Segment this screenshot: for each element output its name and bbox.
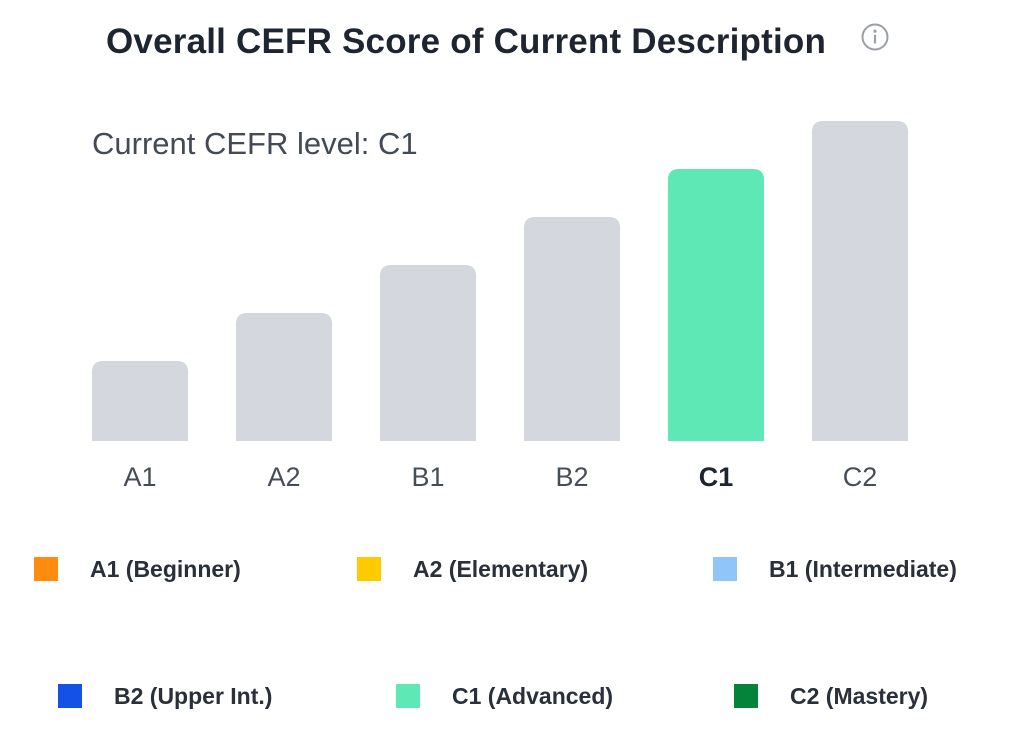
legend-item: A2 (Elementary) <box>357 554 588 584</box>
legend-label: A1 (Beginner) <box>90 555 241 582</box>
legend-swatch <box>357 557 381 581</box>
tick-label-c1: C1 <box>699 462 734 492</box>
chart-title: Overall CEFR Score of Current Descriptio… <box>106 22 827 61</box>
tick-label-a2: A2 <box>267 462 300 492</box>
legend-swatch <box>58 684 82 708</box>
legend-label: C2 (Mastery) <box>790 682 929 709</box>
current-level-label: Current CEFR level: C1 <box>92 126 418 161</box>
bar-c1 <box>668 169 764 441</box>
legend-label: C1 (Advanced) <box>452 682 614 709</box>
legend-label: B1 (Intermediate) <box>769 555 957 582</box>
bar-c2 <box>812 121 908 441</box>
legend-swatch <box>34 557 58 581</box>
tick-labels-group: A1 A2 B1 B2 C1 C2 <box>123 462 877 492</box>
tick-label-b2: B2 <box>555 462 588 492</box>
legend-label: A2 (Elementary) <box>413 555 589 582</box>
legend-swatch <box>734 684 758 708</box>
legend-item: A1 (Beginner) <box>34 554 241 584</box>
tick-label-c2: C2 <box>843 462 878 492</box>
bar-b2 <box>524 217 620 441</box>
bar-a1 <box>92 361 188 441</box>
legend-item: C2 (Mastery) <box>734 681 928 711</box>
legend-label: B2 (Upper Int.) <box>114 682 273 709</box>
legend-item: B1 (Intermediate) <box>713 554 957 584</box>
bar-b1 <box>380 265 476 441</box>
tick-label-b1: B1 <box>411 462 444 492</box>
legend-item: C1 (Advanced) <box>396 681 613 711</box>
legend-swatch <box>713 557 737 581</box>
tick-label-a1: A1 <box>123 462 156 492</box>
bar-a2 <box>236 313 332 441</box>
legend-item: B2 (Upper Int.) <box>58 681 272 711</box>
info-circle-icon[interactable] <box>860 22 890 52</box>
legend-swatch <box>396 684 420 708</box>
bars-group <box>92 121 908 441</box>
cefr-bar-chart: A1 A2 B1 B2 C1 C2 <box>92 121 908 492</box>
